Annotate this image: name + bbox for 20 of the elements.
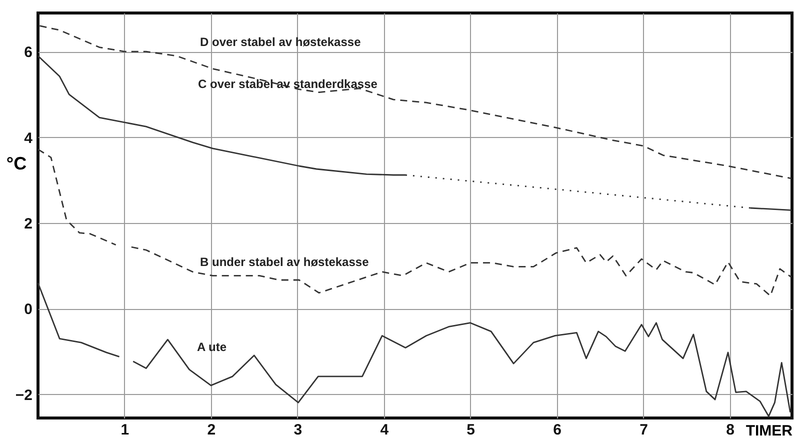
annotation: C over stabel av standerdkasse [198,77,378,91]
annotation: D over stabel av høstekasse [200,35,362,49]
x-tick-label: 7 [640,422,648,438]
y-tick-label: −2 [15,386,32,404]
x-tick-label: 1 [120,422,130,438]
annotation: A ute [197,340,227,354]
y-tick-label: 4 [24,130,34,147]
annotation: B under stabel av høstekasse [200,255,370,269]
x-tick-label: 6 [553,422,562,438]
x-axis-title: TIMER [746,422,793,440]
x-tick-label: 8 [726,422,734,438]
y-tick-label: 0 [24,301,32,318]
x-tick-label: 3 [294,422,302,438]
x-tick-label: 2 [207,422,216,438]
x-tick-label: 5 [466,422,476,438]
line-series [39,25,792,180]
x-tick-label: 4 [380,422,390,438]
y-axis-title: °C [6,154,27,174]
y-tick-label: 2 [24,216,32,232]
y-tick-label: 6 [24,44,32,62]
